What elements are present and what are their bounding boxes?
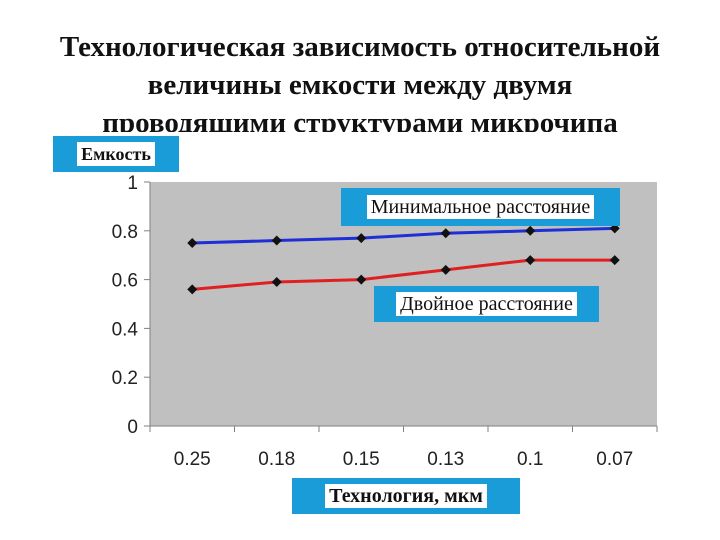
series-line-1 bbox=[192, 226, 615, 245]
data-point bbox=[271, 277, 282, 288]
data-point bbox=[525, 225, 536, 236]
y-axis-label-box: Емкость bbox=[53, 136, 179, 172]
y-tick-label: 1 bbox=[127, 173, 138, 194]
series-line-2 bbox=[192, 258, 615, 291]
data-point bbox=[356, 274, 367, 285]
title-area: Технологическая зависимость относительно… bbox=[0, 0, 720, 132]
x-tick-label: 0.25 bbox=[174, 449, 211, 470]
y-axis-label: Емкость bbox=[77, 142, 155, 166]
data-point bbox=[525, 255, 536, 266]
x-tick-label: 0.07 bbox=[596, 449, 633, 470]
series-label-box-double: Двойное расстояние bbox=[374, 286, 599, 322]
y-tick-label: 0.4 bbox=[112, 319, 139, 340]
data-point bbox=[271, 235, 282, 246]
series-label-double-distance: Двойное расстояние bbox=[396, 292, 577, 316]
x-tick-label: 0.13 bbox=[427, 449, 464, 470]
series-label-box-min: Минимальное расстояние bbox=[341, 188, 620, 226]
x-tick-label: 0.18 bbox=[258, 449, 295, 470]
y-tick-label: 0 bbox=[127, 417, 138, 438]
data-point bbox=[356, 233, 367, 244]
y-tick-label: 0.2 bbox=[112, 368, 138, 389]
x-axis-label-box: Технология, мкм bbox=[292, 478, 520, 514]
data-point bbox=[187, 238, 198, 248]
y-tick-label: 0.6 bbox=[112, 271, 138, 292]
x-tick-label: 0.15 bbox=[343, 449, 380, 470]
data-point bbox=[187, 284, 198, 295]
y-tick-label: 0.8 bbox=[112, 222, 138, 243]
data-point bbox=[440, 228, 451, 239]
data-point bbox=[609, 255, 620, 266]
page-title: Технологическая зависимость относительно… bbox=[59, 31, 661, 132]
x-axis-label: Технология, мкм bbox=[325, 484, 487, 508]
series-label-min-distance: Минимальное расстояние bbox=[366, 195, 595, 219]
x-tick-label: 0.1 bbox=[517, 449, 543, 470]
data-point bbox=[440, 264, 451, 275]
